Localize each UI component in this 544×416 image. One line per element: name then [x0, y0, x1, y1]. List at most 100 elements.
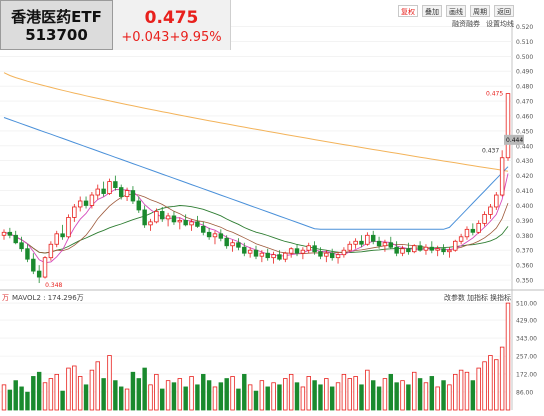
- add-indicator-link[interactable]: 加指标: [467, 294, 488, 302]
- volume-bar: [236, 388, 241, 411]
- toolbar-zhouqi-button[interactable]: 周期: [470, 5, 490, 17]
- volume-bar: [382, 378, 388, 411]
- candle-body: [48, 243, 54, 259]
- volume-bar: [1, 384, 7, 411]
- volume-bar: [130, 371, 136, 411]
- candle-body: [318, 251, 323, 257]
- candle-body: [31, 258, 36, 272]
- volume-bar: [347, 378, 352, 411]
- candle-body: [277, 254, 282, 260]
- candle-body: [453, 240, 458, 251]
- candle-body: [329, 252, 335, 259]
- candle-body: [359, 240, 364, 245]
- volume-bar: [107, 355, 112, 411]
- price-tick-label: 0.360: [516, 263, 533, 270]
- candle-body: [54, 233, 59, 245]
- candle-body: [171, 215, 177, 223]
- volume-bar: [89, 369, 95, 411]
- candle-body: [66, 217, 71, 238]
- volume-bar: [353, 376, 358, 411]
- price-tick-label: 0.500: [516, 54, 533, 61]
- volume-bar: [365, 369, 370, 411]
- candle-body: [470, 228, 476, 233]
- candle-body: [505, 93, 511, 159]
- price-box: 0.475 +0.043+9.95%: [113, 0, 231, 50]
- volume-bar: [224, 378, 229, 411]
- toolbar-fanhui-button[interactable]: 返回: [494, 5, 514, 17]
- volume-bar: [113, 380, 118, 411]
- candle-body: [435, 248, 440, 251]
- candle-body: [494, 194, 499, 208]
- prev-annotation: 0.437: [482, 147, 499, 154]
- candle-body: [118, 187, 124, 197]
- volume-bar: [83, 384, 89, 411]
- security-code: 513700: [25, 26, 88, 44]
- candle-body: [447, 249, 452, 253]
- price-tick-label: 0.510: [516, 39, 533, 46]
- candle-body: [177, 219, 183, 223]
- volume-bar: [142, 367, 147, 411]
- set-ma-link[interactable]: 设置均线: [486, 20, 514, 28]
- candle-body: [183, 219, 188, 226]
- volume-bar: [201, 373, 206, 411]
- volume-bar: [25, 391, 30, 411]
- switch-indicator-link[interactable]: 换指标: [490, 294, 511, 302]
- candle-body: [382, 242, 388, 247]
- candle-body: [77, 200, 83, 208]
- candle-body: [89, 194, 95, 206]
- high-annotation: 0.475: [486, 91, 503, 98]
- candle-body: [283, 252, 288, 260]
- candle-body: [160, 211, 165, 220]
- volume-tick-label: 510.00: [516, 301, 537, 308]
- volume-bar: [171, 382, 177, 411]
- candle-body: [353, 240, 358, 245]
- toolbar-huaxian-button[interactable]: 画线: [446, 5, 466, 17]
- candle-body: [441, 248, 446, 253]
- candle-body: [429, 246, 435, 251]
- price-tick-label: 0.390: [516, 218, 533, 225]
- candle-body: [259, 252, 265, 257]
- volume-bar: [54, 373, 59, 411]
- toolbar-fuquan-button[interactable]: 复权: [398, 5, 418, 17]
- volume-bar: [277, 384, 282, 411]
- price-tick-label: 0.410: [516, 188, 533, 195]
- candle-body: [218, 233, 224, 239]
- volume-bar: [42, 382, 48, 411]
- candle-body: [365, 234, 370, 245]
- volume-bar: [283, 378, 288, 411]
- volume-bar: [470, 380, 476, 411]
- volume-bar: [417, 378, 423, 411]
- candle-body: [212, 233, 218, 238]
- volume-tick-label: 172.00: [516, 371, 537, 378]
- candle-body: [306, 245, 311, 251]
- toolbar-diejia-button[interactable]: 叠加: [422, 5, 442, 17]
- candle-body: [236, 242, 241, 248]
- candle-body: [60, 233, 65, 238]
- ma-orange-line: [3, 72, 509, 172]
- candle-body: [335, 254, 341, 259]
- candle-body: [206, 231, 212, 238]
- volume-bar: [77, 376, 83, 411]
- price-tick-label: 0.370: [516, 248, 533, 255]
- price-tick-label: 0.440: [516, 143, 533, 150]
- price-tick-label: 0.430: [516, 158, 533, 165]
- candle-body: [195, 221, 200, 227]
- volume-bar: [265, 386, 270, 411]
- margin-trading-link[interactable]: 融资融券: [452, 20, 480, 28]
- candle-body: [288, 248, 294, 254]
- volume-bar: [177, 378, 183, 411]
- volume-bar: [7, 389, 13, 411]
- volume-bar: [488, 355, 493, 411]
- volume-bar: [329, 386, 335, 411]
- edit-params-link[interactable]: 改参数: [444, 294, 465, 302]
- price-tick-label: 0.460: [516, 113, 533, 120]
- volume-bar: [118, 386, 124, 411]
- volume-bar: [294, 382, 300, 411]
- candle-body: [142, 209, 147, 226]
- candle-body: [95, 188, 100, 196]
- candle-body: [271, 254, 276, 259]
- volume-bar: [341, 373, 347, 411]
- volume-bar: [359, 384, 364, 411]
